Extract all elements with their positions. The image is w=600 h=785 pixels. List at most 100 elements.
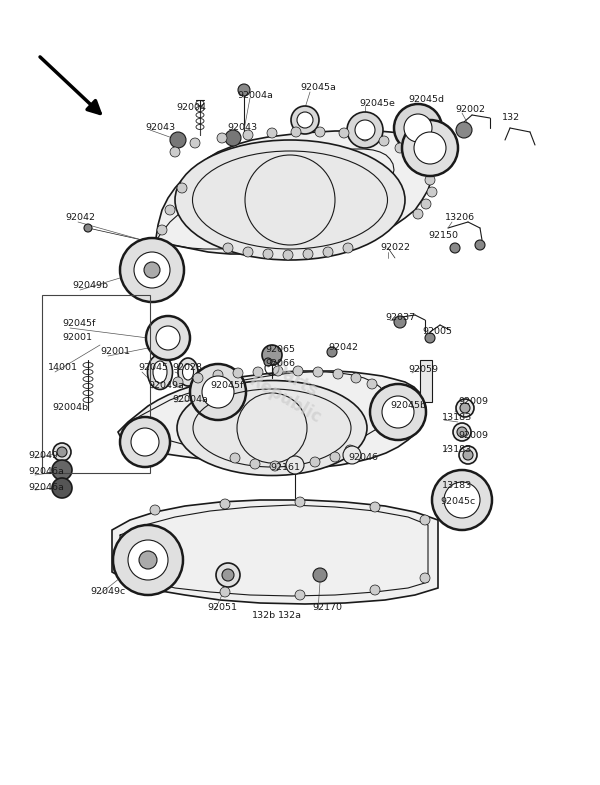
- Circle shape: [333, 369, 343, 379]
- Text: 92066: 92066: [265, 360, 295, 368]
- Text: 92161: 92161: [270, 463, 300, 473]
- Circle shape: [444, 482, 480, 518]
- Circle shape: [264, 358, 272, 366]
- Text: 92045f: 92045f: [210, 381, 244, 389]
- Circle shape: [177, 183, 187, 193]
- Circle shape: [263, 249, 273, 259]
- Text: 92043: 92043: [145, 122, 175, 132]
- Text: 92065: 92065: [265, 345, 295, 355]
- Circle shape: [367, 379, 377, 389]
- Circle shape: [165, 205, 175, 215]
- Text: 13183: 13183: [442, 480, 472, 490]
- Text: 92045d: 92045d: [408, 96, 444, 104]
- Text: 13183: 13183: [442, 446, 472, 455]
- Circle shape: [52, 478, 72, 498]
- Polygon shape: [112, 500, 438, 604]
- Circle shape: [456, 399, 474, 417]
- Circle shape: [222, 569, 234, 581]
- Circle shape: [360, 131, 370, 141]
- Circle shape: [146, 316, 190, 360]
- Text: 92004a: 92004a: [237, 92, 273, 100]
- Circle shape: [170, 132, 186, 148]
- Circle shape: [420, 515, 430, 525]
- Circle shape: [351, 373, 361, 383]
- Text: 92045e: 92045e: [359, 98, 395, 108]
- Circle shape: [57, 447, 67, 457]
- Circle shape: [190, 364, 246, 420]
- Text: 92045b: 92045b: [390, 400, 426, 410]
- Circle shape: [456, 122, 472, 138]
- Text: 92004b: 92004b: [52, 403, 88, 412]
- Circle shape: [267, 128, 277, 138]
- Circle shape: [453, 423, 471, 441]
- Circle shape: [217, 133, 227, 143]
- Text: 92046: 92046: [348, 454, 378, 462]
- Text: 92049a: 92049a: [148, 381, 184, 389]
- Circle shape: [291, 106, 319, 134]
- Circle shape: [52, 460, 72, 480]
- Text: 92009: 92009: [458, 430, 488, 440]
- Circle shape: [460, 403, 470, 413]
- Circle shape: [327, 347, 337, 357]
- Circle shape: [291, 127, 301, 137]
- Circle shape: [421, 199, 431, 209]
- Circle shape: [134, 252, 170, 288]
- Circle shape: [250, 459, 260, 469]
- Circle shape: [457, 427, 467, 437]
- Circle shape: [193, 373, 203, 383]
- Text: 92004a: 92004a: [172, 396, 208, 404]
- Circle shape: [202, 376, 234, 408]
- Circle shape: [427, 187, 437, 197]
- Circle shape: [113, 525, 183, 595]
- Circle shape: [150, 505, 160, 515]
- Circle shape: [120, 238, 184, 302]
- Circle shape: [343, 243, 353, 253]
- Circle shape: [339, 128, 349, 138]
- Text: 92043: 92043: [227, 122, 257, 132]
- Circle shape: [425, 175, 435, 185]
- Text: 92001: 92001: [100, 348, 130, 356]
- Circle shape: [295, 497, 305, 507]
- Circle shape: [394, 104, 442, 152]
- Text: 92046a: 92046a: [28, 468, 64, 476]
- Circle shape: [157, 225, 167, 235]
- Ellipse shape: [153, 361, 167, 383]
- Circle shape: [379, 136, 389, 146]
- Circle shape: [262, 345, 282, 365]
- Circle shape: [220, 499, 230, 509]
- Circle shape: [170, 147, 180, 157]
- Text: 92046a: 92046a: [28, 484, 64, 492]
- Circle shape: [233, 368, 243, 378]
- Circle shape: [370, 502, 380, 512]
- Circle shape: [53, 443, 71, 461]
- Circle shape: [382, 396, 414, 428]
- Circle shape: [230, 453, 240, 463]
- Circle shape: [216, 563, 240, 587]
- Polygon shape: [118, 371, 426, 468]
- Circle shape: [330, 452, 340, 462]
- Circle shape: [413, 209, 423, 219]
- Circle shape: [345, 445, 355, 455]
- Circle shape: [128, 540, 168, 580]
- Text: 92037: 92037: [385, 313, 415, 323]
- Text: 92002: 92002: [455, 105, 485, 115]
- Circle shape: [370, 585, 380, 595]
- Text: 92045: 92045: [138, 363, 168, 373]
- Circle shape: [449, 473, 467, 491]
- Polygon shape: [148, 131, 436, 254]
- Ellipse shape: [177, 381, 367, 476]
- Circle shape: [156, 326, 180, 350]
- Circle shape: [303, 249, 313, 259]
- Text: 132a: 132a: [278, 611, 302, 619]
- Circle shape: [394, 316, 406, 328]
- Text: 92009: 92009: [458, 397, 488, 407]
- Circle shape: [225, 130, 241, 146]
- Circle shape: [313, 367, 323, 377]
- Circle shape: [150, 580, 160, 590]
- Circle shape: [414, 132, 446, 164]
- Circle shape: [459, 446, 477, 464]
- Circle shape: [432, 470, 492, 530]
- Circle shape: [463, 450, 473, 460]
- Circle shape: [355, 120, 375, 140]
- Circle shape: [297, 112, 313, 128]
